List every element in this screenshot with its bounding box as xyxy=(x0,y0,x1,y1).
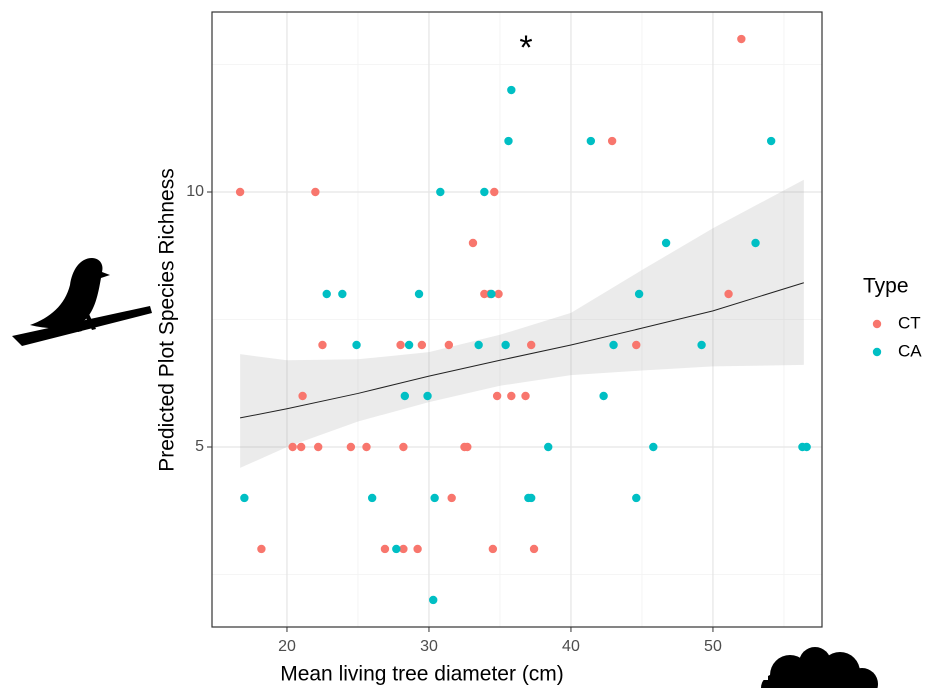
marks xyxy=(235,34,811,605)
point xyxy=(802,442,811,452)
point xyxy=(521,391,530,401)
point xyxy=(423,391,432,401)
point xyxy=(288,442,297,452)
point xyxy=(235,187,245,197)
point xyxy=(414,289,424,299)
point xyxy=(697,340,706,350)
point xyxy=(240,493,249,503)
point xyxy=(474,340,483,350)
point xyxy=(507,85,516,95)
annotation: * xyxy=(519,29,532,67)
legend-swatch xyxy=(872,347,882,357)
point xyxy=(399,442,408,452)
x-tick-label: 50 xyxy=(704,638,722,655)
point xyxy=(463,442,472,452)
point xyxy=(413,544,422,554)
legend-label: CA xyxy=(898,341,922,360)
point xyxy=(392,544,401,554)
point xyxy=(661,238,671,248)
point xyxy=(526,493,536,503)
point xyxy=(404,340,414,350)
point xyxy=(634,289,644,299)
point xyxy=(298,391,307,401)
point xyxy=(444,340,454,350)
point xyxy=(322,289,331,299)
grid xyxy=(212,12,822,627)
point xyxy=(417,340,427,350)
tree-silhouette xyxy=(728,640,878,688)
point xyxy=(468,238,478,248)
point xyxy=(649,442,658,452)
point xyxy=(380,544,390,554)
point xyxy=(400,391,410,401)
bird-silhouette xyxy=(12,258,152,346)
point xyxy=(609,340,618,350)
point xyxy=(599,391,608,401)
point xyxy=(507,391,516,401)
point xyxy=(318,340,327,350)
point xyxy=(529,544,539,554)
point xyxy=(480,187,489,197)
point xyxy=(504,136,513,146)
point xyxy=(488,544,498,554)
point xyxy=(490,187,499,197)
legend-label: CT xyxy=(898,313,921,332)
point xyxy=(346,442,356,452)
point xyxy=(607,136,617,146)
point xyxy=(352,340,361,350)
point xyxy=(632,493,641,503)
x-tick-label: 40 xyxy=(562,638,580,655)
x-tick-label: 30 xyxy=(420,638,438,655)
point xyxy=(429,595,438,605)
point xyxy=(430,493,439,503)
point xyxy=(311,187,320,197)
point xyxy=(367,493,377,503)
point xyxy=(314,442,323,452)
y-tick-label: 10 xyxy=(186,183,204,200)
y-tick-label: 5 xyxy=(195,438,204,455)
point xyxy=(724,289,733,299)
panel-border xyxy=(211,11,823,628)
y-axis-label: Predicted Plot Species Richness xyxy=(156,168,179,472)
point xyxy=(362,442,371,452)
fit-line xyxy=(240,282,804,419)
legend-title: Type xyxy=(863,275,909,298)
x-axis-label: Mean living tree diameter (cm) xyxy=(280,663,564,686)
point xyxy=(737,34,746,44)
point xyxy=(526,340,536,350)
point xyxy=(399,544,408,554)
point xyxy=(296,442,306,452)
x-tick-label: 20 xyxy=(278,638,296,655)
point xyxy=(492,391,502,401)
point xyxy=(396,340,405,350)
point xyxy=(501,340,510,350)
point xyxy=(586,136,596,146)
point xyxy=(338,289,347,299)
point xyxy=(494,289,503,299)
point xyxy=(632,340,641,350)
point xyxy=(257,544,266,554)
point xyxy=(487,289,496,299)
confidence-band xyxy=(240,179,804,468)
point xyxy=(447,493,456,503)
point xyxy=(436,187,445,197)
point xyxy=(766,136,776,146)
point xyxy=(751,238,760,248)
legend-swatch xyxy=(872,319,882,329)
legend: CT CA xyxy=(872,313,922,360)
point xyxy=(544,442,553,452)
